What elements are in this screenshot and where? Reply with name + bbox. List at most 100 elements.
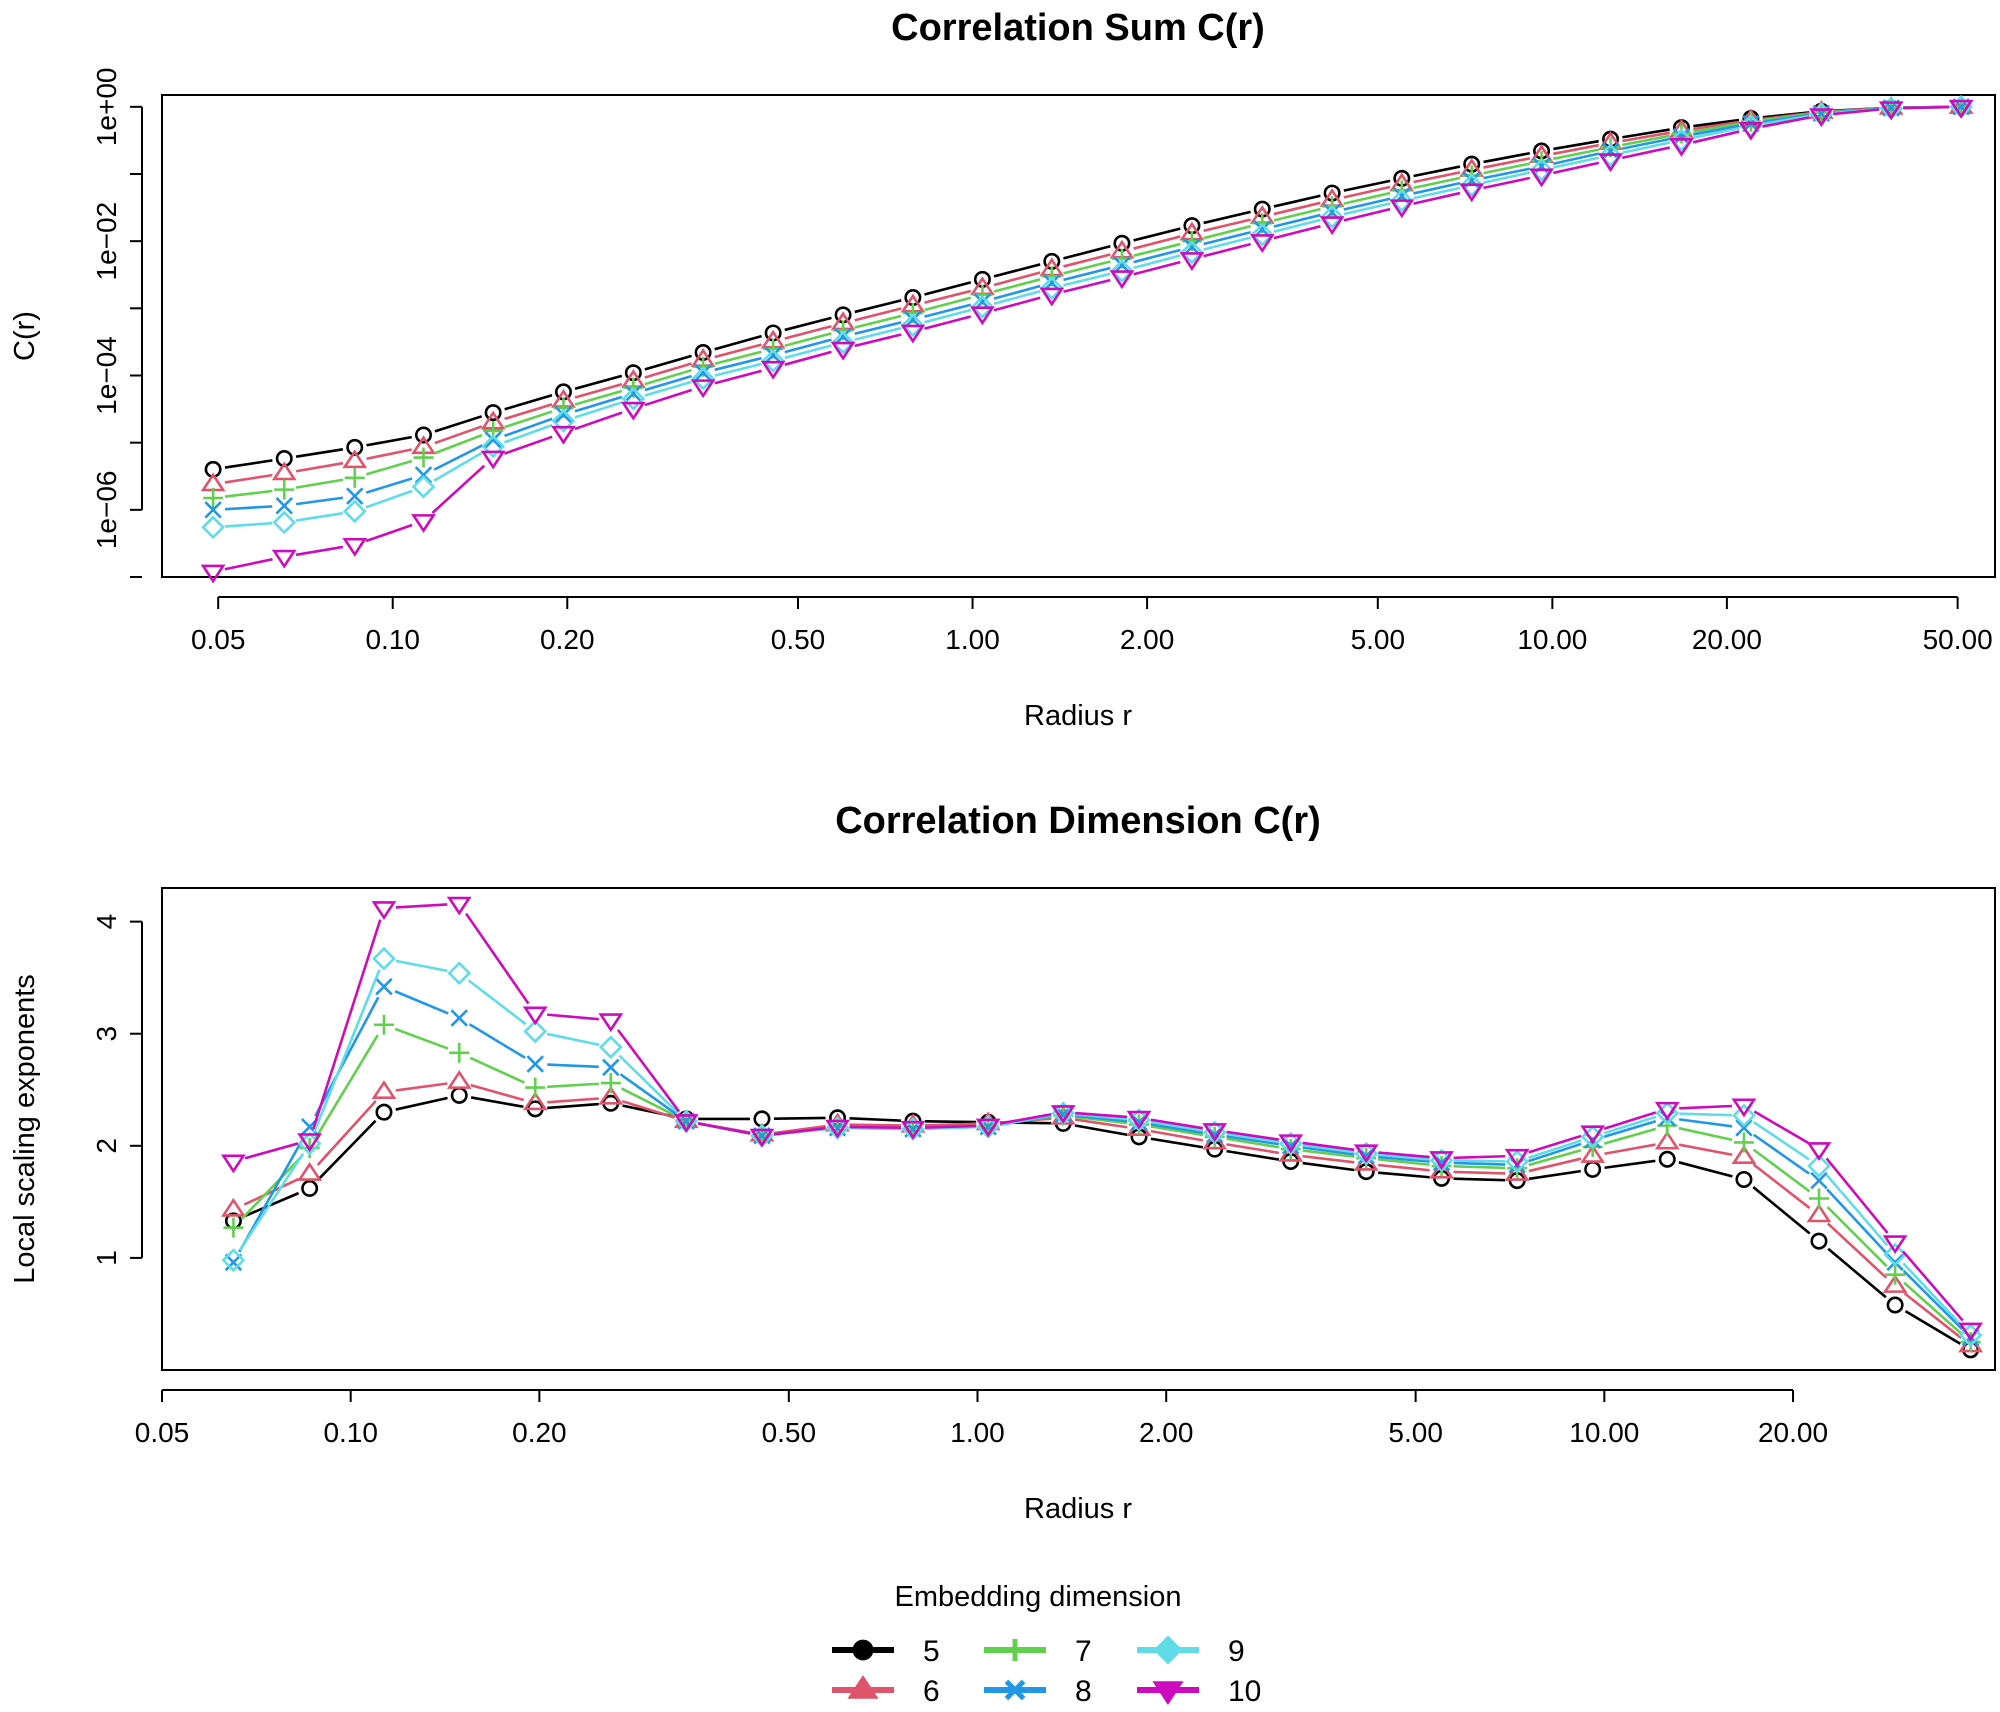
legend-marker — [847, 1675, 879, 1699]
series-line-segment — [854, 326, 902, 341]
series-line-segment — [616, 1029, 681, 1113]
legend-marker — [852, 1639, 874, 1661]
data-point — [203, 488, 224, 509]
series-line-segment — [395, 959, 448, 973]
legend-items: 5 6 7 8 9 10 — [832, 1635, 1261, 1708]
series-line-segment — [1603, 1111, 1657, 1130]
data-point — [1249, 234, 1275, 254]
series-line-segment — [1693, 118, 1740, 128]
series-line-segment — [784, 316, 832, 332]
series-line-segment — [854, 299, 902, 314]
data-point — [342, 499, 367, 524]
series-line-segment — [1133, 254, 1181, 270]
series-line-segment — [714, 356, 762, 372]
data-point — [1039, 276, 1064, 300]
series-line-segment — [714, 369, 762, 385]
series-line-segment — [1553, 143, 1600, 156]
data-point — [598, 1013, 624, 1033]
y-tick-label: 1 — [91, 1250, 122, 1266]
series-line-segment — [1302, 1141, 1355, 1152]
series-line-segment — [1692, 130, 1740, 144]
data-point — [271, 461, 297, 481]
series-line-segment — [1692, 127, 1740, 139]
series-line-segment — [619, 1073, 678, 1116]
data-point — [200, 564, 226, 584]
series-line-segment — [1752, 1186, 1811, 1235]
series-line-segment — [773, 1126, 826, 1136]
data-point — [1808, 108, 1834, 128]
data-point — [1731, 1098, 1757, 1118]
data-point — [450, 1009, 468, 1027]
series-line-segment — [854, 321, 902, 335]
series-line-segment — [1679, 1112, 1732, 1117]
data-point — [970, 306, 995, 326]
data-point — [346, 487, 364, 505]
legend-item-7: 7 — [984, 1635, 1092, 1668]
series-line-segment — [467, 979, 527, 1026]
series-line-segment — [225, 505, 273, 511]
series-line-segment — [1483, 151, 1531, 164]
series-line-segment — [1343, 197, 1391, 211]
series-line-segment — [1063, 253, 1111, 268]
series-line-segment — [365, 477, 413, 494]
y-tick-label: 1e−02 — [91, 202, 122, 281]
series-line-segment — [224, 489, 273, 498]
series-line-segment — [849, 1123, 902, 1127]
series-line-segment — [1483, 167, 1531, 180]
legend-item-10: 10 — [1137, 1675, 1261, 1708]
series-line-segment — [1553, 148, 1600, 161]
data-point — [691, 366, 715, 391]
data-point — [834, 327, 852, 346]
series-line-segment — [1678, 1118, 1733, 1128]
data-point — [1958, 1322, 1984, 1342]
data-point — [297, 1133, 323, 1153]
data-point — [411, 474, 436, 499]
y-tick-label: 3 — [91, 1026, 122, 1042]
series-line-segment — [618, 1054, 679, 1114]
series-line-segment — [924, 1122, 977, 1127]
data-point — [1110, 259, 1134, 283]
data-point — [901, 313, 925, 338]
series-line-segment — [1063, 266, 1111, 282]
series-line-segment — [395, 903, 448, 909]
data-point — [970, 295, 995, 319]
y-axis-label: Local scaling exponents — [9, 974, 41, 1284]
data-point — [1429, 1159, 1454, 1179]
legend-label: 7 — [1075, 1635, 1092, 1668]
data-point — [1672, 127, 1691, 146]
data-point — [1882, 1274, 1908, 1293]
series-line-segment — [1150, 1122, 1204, 1134]
data-point — [1601, 142, 1620, 160]
data-point — [764, 346, 782, 364]
series-line-segment — [240, 1155, 303, 1220]
data-point — [1885, 1264, 1906, 1285]
data-point — [900, 1120, 926, 1140]
series-line-segment — [1133, 227, 1181, 242]
data-point — [301, 1179, 319, 1197]
data-point — [1179, 252, 1205, 272]
series-line-segment — [574, 411, 623, 431]
data-point — [1320, 205, 1344, 229]
data-point — [1459, 183, 1485, 203]
data-point — [1429, 1151, 1454, 1171]
legend-label: 10 — [1228, 1675, 1261, 1708]
y-axis: 1e−06 1e−04 1e−02 1e+00 — [91, 68, 143, 578]
series-line-segment — [433, 444, 484, 471]
data-point — [447, 961, 472, 986]
series-line-segment — [1827, 1247, 1887, 1299]
x-tick-label: 0.50 — [771, 624, 826, 655]
series-line-segment — [1343, 191, 1391, 205]
data-point — [1735, 1170, 1753, 1188]
legend-label: 5 — [923, 1635, 940, 1668]
series-line-segment — [395, 1082, 448, 1092]
series-line-segment — [1622, 141, 1671, 155]
data-point — [1504, 1161, 1530, 1181]
series-line-segment — [1063, 245, 1111, 260]
data-point — [673, 1114, 699, 1134]
series-line-segment — [1483, 157, 1531, 169]
y-tick-label: 1e−04 — [91, 336, 122, 415]
series-line-segment — [1603, 1115, 1657, 1135]
data-point — [1882, 1235, 1908, 1255]
x-tick-label: 2.00 — [1120, 624, 1175, 655]
